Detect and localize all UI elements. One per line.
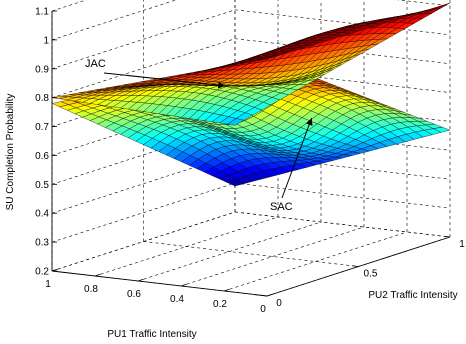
z-tick-label: 0.8	[35, 93, 49, 104]
grid-line-wall-x-z-1	[51, 182, 236, 243]
annotation-sac-arrow-head	[305, 118, 313, 126]
annotation-sac: SAC	[270, 201, 293, 213]
z-tick-label: 0.5	[35, 180, 49, 191]
grid-line-floor-x-1	[223, 231, 408, 292]
grid-line-floor-x-2	[180, 226, 365, 287]
x-axis-line	[51, 270, 268, 297]
grid-line-wall-x-z-2	[51, 153, 236, 214]
grid-line-floor-y-2	[234, 211, 451, 238]
x-tick-label: 0.6	[127, 289, 141, 300]
y-axis-label: PU2 Traffic Intensity	[368, 290, 457, 301]
z-tick-label: 0.9	[35, 64, 49, 75]
x-tick-label: 0.4	[170, 294, 184, 305]
surface-sac-cell	[432, 127, 451, 133]
axes	[51, 10, 451, 297]
annotations: JAC SAC	[85, 58, 313, 213]
grid-line-wall-y-z-8	[396, 0, 451, 7]
x-tick-label: 0.8	[84, 284, 98, 295]
grid-line-wall-y-z-7	[234, 9, 451, 36]
y-tick-label: 1	[459, 239, 465, 250]
grid-line-floor-y-1	[143, 241, 359, 267]
z-tick-label: 1	[43, 35, 49, 46]
grid-line-wall-x-z-6	[51, 38, 236, 98]
x-tick-mark-4	[94, 273, 101, 277]
surface-jac	[51, 2, 451, 126]
y-tick-mark-2	[443, 235, 451, 238]
z-tick-label: 0.6	[35, 151, 49, 162]
annotation-jac: JAC	[85, 58, 106, 70]
y-tick-mark-1	[352, 265, 359, 267]
x-tick-mark-2	[180, 283, 187, 287]
annotation-jac-arrow-line	[103, 72, 226, 87]
z-tick-label: 0.3	[35, 238, 49, 249]
z-tick-label: 0.2	[35, 267, 49, 278]
grid-line-wall-x-z-7	[51, 9, 236, 70]
x-tick-mark-5	[51, 268, 58, 272]
x-tick-mark-3	[137, 278, 144, 282]
z-tick-label: 0.7	[35, 122, 49, 133]
grid-line-wall-x-z-8	[51, 0, 177, 41]
annotation-jac-arrow-head	[217, 81, 226, 89]
y-tick-label: 0	[276, 298, 282, 309]
x-axis-label: PU1 Traffic Intensity	[107, 329, 196, 340]
z-axis-label: SU Completion Probability	[5, 94, 16, 211]
z-tick-label: 0.4	[35, 209, 49, 220]
x-tick-label: 1	[45, 279, 51, 290]
grid-line-wall-y-z-1	[234, 182, 451, 209]
grid-line-wall-x-z-9	[51, 0, 88, 12]
tick-labels: 0.2 0.3 0.4 0.5 0.6 0.7 0.8 0.9 1 1.1 0 0.2 0.4 0.6 0.…	[35, 7, 465, 316]
x-tick-mark-0	[266, 293, 273, 297]
y-tick-label: 0.5	[364, 269, 378, 280]
surfaces	[51, 2, 451, 187]
z-tick-label: 1.1	[35, 7, 49, 18]
y-tick-mark-0	[260, 294, 268, 297]
annotation-sac-arrow-line	[281, 117, 313, 199]
x-tick-label: 0	[260, 304, 266, 315]
x-tick-label: 0.2	[213, 299, 227, 310]
x-tick-mark-1	[223, 288, 230, 292]
surface-jac-cell	[433, 2, 451, 10]
